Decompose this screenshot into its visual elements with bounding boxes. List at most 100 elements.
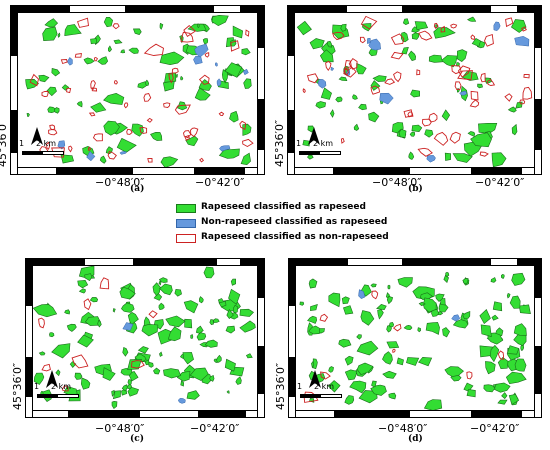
field-missed bbox=[384, 78, 396, 85]
field-missed bbox=[99, 277, 110, 290]
field-rapeseed-correct bbox=[141, 323, 159, 337]
border-segment bbox=[10, 5, 18, 56]
field-rapeseed-correct bbox=[456, 49, 468, 62]
field-missed bbox=[417, 147, 433, 157]
field-rapeseed-correct bbox=[463, 382, 474, 392]
field-missed bbox=[522, 86, 533, 100]
field-rapeseed-correct bbox=[209, 319, 214, 325]
field-rapeseed-correct bbox=[511, 272, 526, 286]
scale-bar-segment bbox=[57, 394, 79, 398]
field-false-positive bbox=[367, 37, 371, 44]
border-segment bbox=[534, 5, 542, 48]
border-segment bbox=[288, 357, 296, 397]
field-missed bbox=[46, 141, 51, 150]
field-rapeseed-correct bbox=[64, 24, 82, 36]
field-missed bbox=[190, 127, 199, 138]
field-rapeseed-correct bbox=[218, 148, 240, 159]
field-missed bbox=[242, 138, 254, 148]
field-rapeseed-correct bbox=[356, 340, 379, 356]
field-rapeseed-correct bbox=[144, 359, 150, 366]
field-missed bbox=[470, 90, 479, 101]
field-rapeseed-correct bbox=[38, 351, 46, 356]
longitude-label: −0°42′0″ bbox=[195, 176, 245, 189]
border-segment bbox=[257, 5, 265, 48]
field-missed bbox=[77, 17, 90, 28]
field-rapeseed-correct bbox=[89, 297, 99, 303]
field-rapeseed-correct bbox=[159, 22, 164, 30]
field-missed bbox=[470, 34, 476, 40]
field-rapeseed-correct bbox=[320, 87, 332, 100]
field-rapeseed-correct bbox=[425, 322, 440, 335]
field-rapeseed-correct bbox=[307, 315, 318, 324]
field-rapeseed-correct bbox=[159, 351, 163, 357]
border-segment bbox=[257, 258, 265, 298]
map-frame bbox=[288, 258, 542, 418]
field-rapeseed-correct bbox=[443, 275, 449, 284]
field-rapeseed-correct bbox=[479, 308, 491, 325]
field-false-positive bbox=[493, 21, 501, 31]
field-rapeseed-correct bbox=[514, 358, 527, 372]
field-rapeseed-correct bbox=[509, 295, 521, 309]
field-missed bbox=[505, 17, 514, 28]
field-missed bbox=[87, 146, 92, 152]
field-rapeseed-correct bbox=[84, 273, 93, 281]
field-rapeseed-correct bbox=[414, 21, 429, 31]
field-missed bbox=[180, 31, 194, 43]
field-rapeseed-correct bbox=[329, 109, 335, 118]
latitude-label: 45°36′0″ bbox=[274, 362, 287, 410]
field-polygons bbox=[32, 265, 256, 410]
field-rapeseed-correct bbox=[440, 298, 446, 306]
field-missed bbox=[49, 124, 56, 131]
field-missed bbox=[38, 317, 45, 329]
field-rapeseed-correct bbox=[411, 124, 423, 133]
field-rapeseed-correct bbox=[396, 357, 404, 366]
field-missed bbox=[390, 51, 404, 60]
field-missed bbox=[416, 69, 421, 76]
field-rapeseed-correct bbox=[204, 339, 218, 348]
field-missed bbox=[93, 56, 98, 62]
border-segment bbox=[287, 5, 295, 56]
panel-caption: (c) bbox=[130, 434, 144, 444]
field-rapeseed-correct bbox=[341, 296, 350, 305]
field-rapeseed-correct bbox=[229, 110, 239, 123]
legend-swatch-blue bbox=[176, 219, 196, 228]
north-arrow-icon bbox=[308, 370, 322, 392]
field-rapeseed-correct bbox=[55, 369, 61, 377]
field-missed bbox=[344, 60, 352, 71]
field-rapeseed-correct bbox=[183, 300, 199, 314]
field-missed bbox=[454, 81, 462, 91]
field-rapeseed-correct bbox=[198, 296, 204, 304]
field-false-positive bbox=[86, 150, 96, 162]
field-missed bbox=[320, 371, 331, 380]
field-rapeseed-correct bbox=[241, 48, 251, 56]
field-rapeseed-correct bbox=[466, 16, 477, 22]
field-rapeseed-correct bbox=[77, 334, 94, 348]
field-false-positive bbox=[242, 68, 249, 76]
longitude-label: −0°48′0″ bbox=[95, 176, 145, 189]
field-missed bbox=[433, 131, 449, 146]
field-false-positive bbox=[459, 90, 468, 96]
legend-label: Rapeseed classified as rapeseed bbox=[201, 202, 366, 212]
field-rapeseed-correct bbox=[491, 314, 499, 321]
field-rapeseed-correct bbox=[492, 301, 503, 312]
field-rapeseed-correct bbox=[165, 315, 186, 328]
field-rapeseed-correct bbox=[353, 123, 360, 131]
field-rapeseed-correct bbox=[32, 303, 58, 318]
field-rapeseed-correct bbox=[243, 78, 252, 89]
field-missed bbox=[457, 70, 473, 81]
field-rapeseed-correct bbox=[296, 20, 312, 36]
field-rapeseed-correct bbox=[111, 400, 118, 410]
field-rapeseed-correct bbox=[224, 62, 243, 78]
field-rapeseed-correct bbox=[224, 358, 236, 372]
field-rapeseed-correct bbox=[435, 293, 445, 303]
border-segment bbox=[25, 258, 33, 306]
field-rapeseed-correct bbox=[440, 55, 458, 68]
field-missed bbox=[51, 147, 65, 158]
field-rapeseed-correct bbox=[174, 288, 182, 297]
field-false-positive bbox=[368, 38, 381, 51]
field-rapeseed-correct bbox=[403, 324, 413, 331]
field-rapeseed-correct bbox=[467, 131, 476, 137]
field-rapeseed-correct bbox=[423, 297, 437, 313]
field-rapeseed-correct bbox=[370, 283, 377, 288]
